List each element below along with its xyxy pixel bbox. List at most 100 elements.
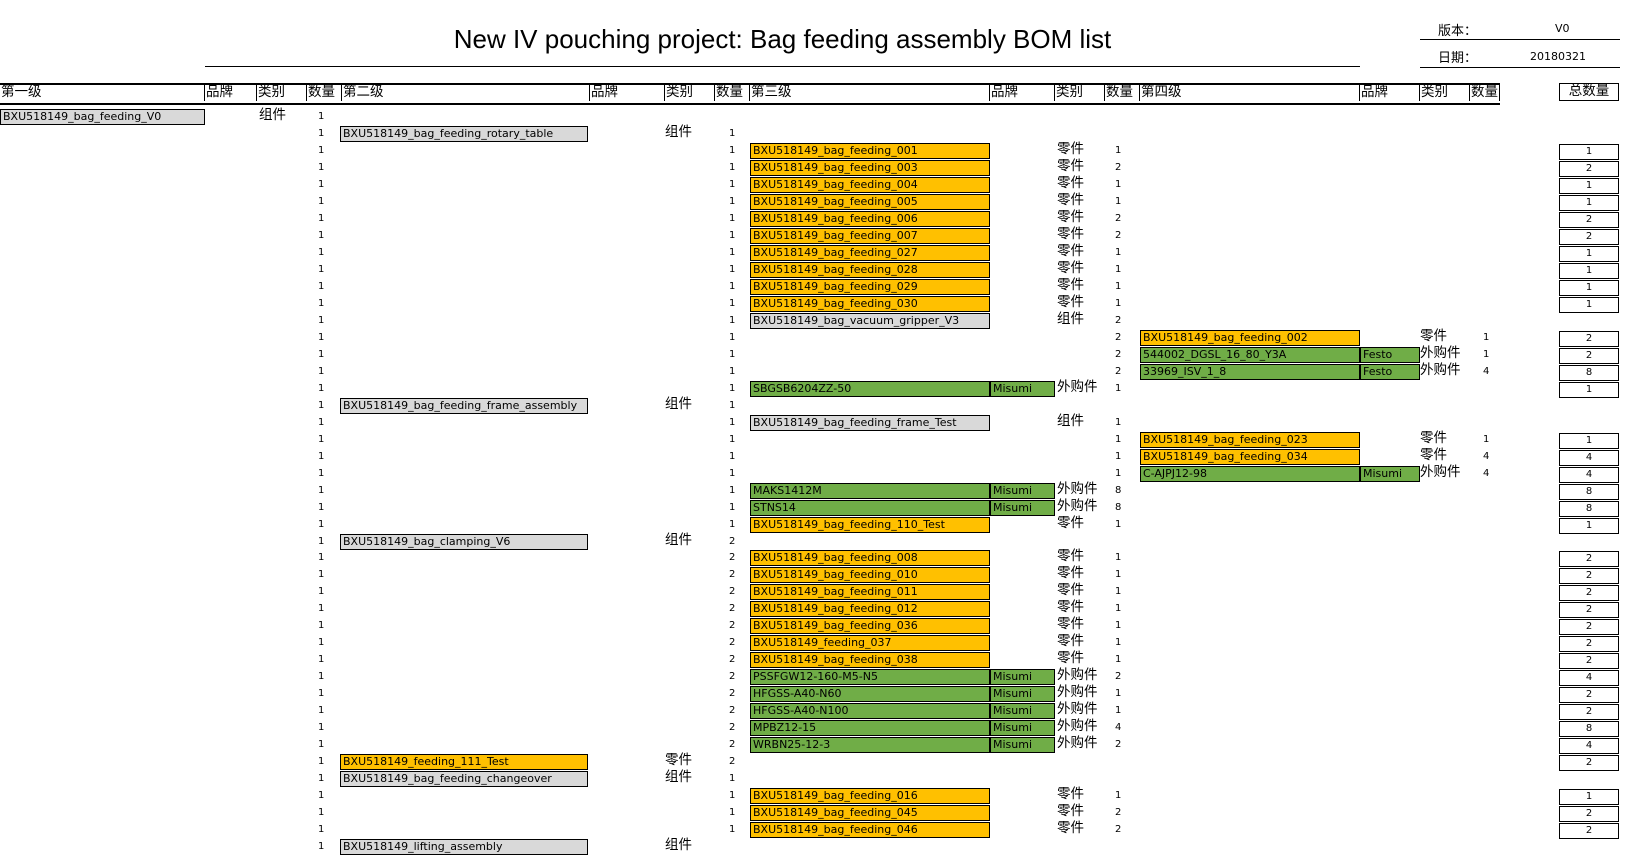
brand-cell: Misumi xyxy=(990,720,1055,737)
category-cell: 零件 xyxy=(1057,157,1084,174)
quantity-cell: 1 xyxy=(1115,144,1122,156)
quantity-cell: 1 xyxy=(729,314,736,326)
quantity-cell: 1 xyxy=(318,620,325,632)
quantity-cell: 1 xyxy=(1483,433,1490,445)
version-label: 版本： xyxy=(1438,24,1478,39)
quantity-cell: 8 xyxy=(1115,484,1122,496)
quantity-cell: 1 xyxy=(1115,552,1122,564)
quantity-cell: 2 xyxy=(729,722,736,734)
quantity-cell: 2 xyxy=(1115,331,1122,343)
category-cell: 零件 xyxy=(1057,803,1084,820)
quantity-cell: 1 xyxy=(1115,416,1122,428)
quantity-cell: 1 xyxy=(318,807,325,819)
category-cell: 外购件 xyxy=(1057,378,1098,395)
part-cell: 544002_DGSL_16_80_Y3A xyxy=(1140,346,1360,363)
category-cell: 组件 xyxy=(665,837,692,854)
quantity-cell: 1 xyxy=(318,382,325,394)
quantity-cell: 1 xyxy=(318,433,325,445)
part-cell: SBGSB6204ZZ-50 xyxy=(750,380,990,397)
quantity-cell: 1 xyxy=(1115,382,1122,394)
category-cell: 零件 xyxy=(1057,820,1084,837)
quantity-cell: 2 xyxy=(1115,212,1122,224)
category-cell: 零件 xyxy=(1057,225,1084,242)
quantity-cell: 1 xyxy=(318,467,325,479)
total-quantity-cell: 1 xyxy=(1559,296,1619,313)
quantity-cell: 1 xyxy=(318,416,325,428)
category-cell: 零件 xyxy=(1420,446,1447,463)
quantity-cell: 1 xyxy=(318,501,325,513)
total-quantity-cell: 8 xyxy=(1559,483,1619,500)
category-cell: 组件 xyxy=(665,769,692,786)
quantity-cell: 1 xyxy=(1115,637,1122,649)
category-cell: 外购件 xyxy=(1420,361,1461,378)
quantity-cell: 1 xyxy=(1115,569,1122,581)
version-value: V0 xyxy=(1555,22,1570,35)
part-cell: BXU518149_bag_feeding_V0 xyxy=(0,109,205,125)
part-cell: BXU518149_bag_feeding_003 xyxy=(750,159,990,176)
part-cell: MPBZ12-15 xyxy=(750,720,990,737)
quantity-cell: 1 xyxy=(1483,348,1490,360)
total-quantity-cell: 2 xyxy=(1559,636,1619,653)
part-cell: BXU518149_bag_feeding_008 xyxy=(750,550,990,567)
part-cell: BXU518149_bag_feeding_038 xyxy=(750,652,990,669)
quantity-cell: 1 xyxy=(318,144,325,156)
quantity-cell: 1 xyxy=(318,331,325,343)
quantity-cell: 1 xyxy=(318,586,325,598)
quantity-cell: 1 xyxy=(1115,450,1122,462)
quantity-cell: 1 xyxy=(729,280,736,292)
category-cell: 零件 xyxy=(1057,786,1084,803)
part-cell: BXU518149_feeding_111_Test xyxy=(340,754,588,771)
quantity-cell: 1 xyxy=(729,127,736,139)
quantity-cell: 1 xyxy=(1115,433,1122,445)
quantity-cell: 1 xyxy=(318,450,325,462)
quantity-cell: 1 xyxy=(318,841,325,853)
category-cell: 组件 xyxy=(665,531,692,548)
brand-cell: Festo xyxy=(1360,346,1420,363)
quantity-cell: 1 xyxy=(1115,246,1122,258)
column-header: 数量 xyxy=(1105,83,1140,101)
quantity-cell: 1 xyxy=(729,382,736,394)
quantity-cell: 1 xyxy=(318,263,325,275)
part-cell: BXU518149_bag_feeding_012 xyxy=(750,601,990,618)
total-quantity-cell: 2 xyxy=(1559,211,1619,228)
column-header: 类别 xyxy=(257,83,307,101)
quantity-cell: 4 xyxy=(1483,450,1490,462)
brand-cell: Misumi xyxy=(990,737,1055,754)
part-cell: 33969_ISV_1_8 xyxy=(1140,363,1360,380)
quantity-cell: 1 xyxy=(318,246,325,258)
document-title: New IV pouching project: Bag feeding ass… xyxy=(205,18,1360,67)
total-quantity-cell: 8 xyxy=(1559,721,1619,738)
total-quantity-cell: 2 xyxy=(1559,755,1619,772)
quantity-cell: 1 xyxy=(729,501,736,513)
category-cell: 零件 xyxy=(1057,174,1084,191)
quantity-cell: 2 xyxy=(729,569,736,581)
total-quantity-cell: 4 xyxy=(1559,738,1619,755)
quantity-cell: 1 xyxy=(318,569,325,581)
total-quantity-cell: 2 xyxy=(1559,585,1619,602)
category-cell: 零件 xyxy=(1057,259,1084,276)
quantity-cell: 1 xyxy=(318,212,325,224)
quantity-cell: 4 xyxy=(1483,365,1490,377)
total-quantity-cell: 4 xyxy=(1559,466,1619,483)
quantity-cell: 1 xyxy=(318,314,325,326)
quantity-cell: 1 xyxy=(318,773,325,785)
quantity-cell: 1 xyxy=(1115,654,1122,666)
total-quantity-cell: 2 xyxy=(1559,619,1619,636)
quantity-cell: 1 xyxy=(729,790,736,802)
brand-cell: Festo xyxy=(1360,363,1420,380)
total-quantity-cell: 1 xyxy=(1559,177,1619,194)
quantity-cell: 1 xyxy=(729,365,736,377)
quantity-cell: 1 xyxy=(729,484,736,496)
quantity-cell: 2 xyxy=(1115,314,1122,326)
quantity-cell: 1 xyxy=(318,535,325,547)
part-cell: BXU518149_bag_feeding_045 xyxy=(750,805,990,822)
brand-cell: Misumi xyxy=(990,499,1055,516)
category-cell: 组件 xyxy=(259,107,286,123)
quantity-cell: 2 xyxy=(729,739,736,751)
quantity-cell: 1 xyxy=(729,433,736,445)
part-cell: BXU518149_lifting_assembly xyxy=(340,839,588,855)
total-quantity-cell: 2 xyxy=(1559,704,1619,721)
part-cell: BXU518149_feeding_037 xyxy=(750,635,990,652)
quantity-cell: 2 xyxy=(1115,807,1122,819)
quantity-cell: 8 xyxy=(1115,501,1122,513)
